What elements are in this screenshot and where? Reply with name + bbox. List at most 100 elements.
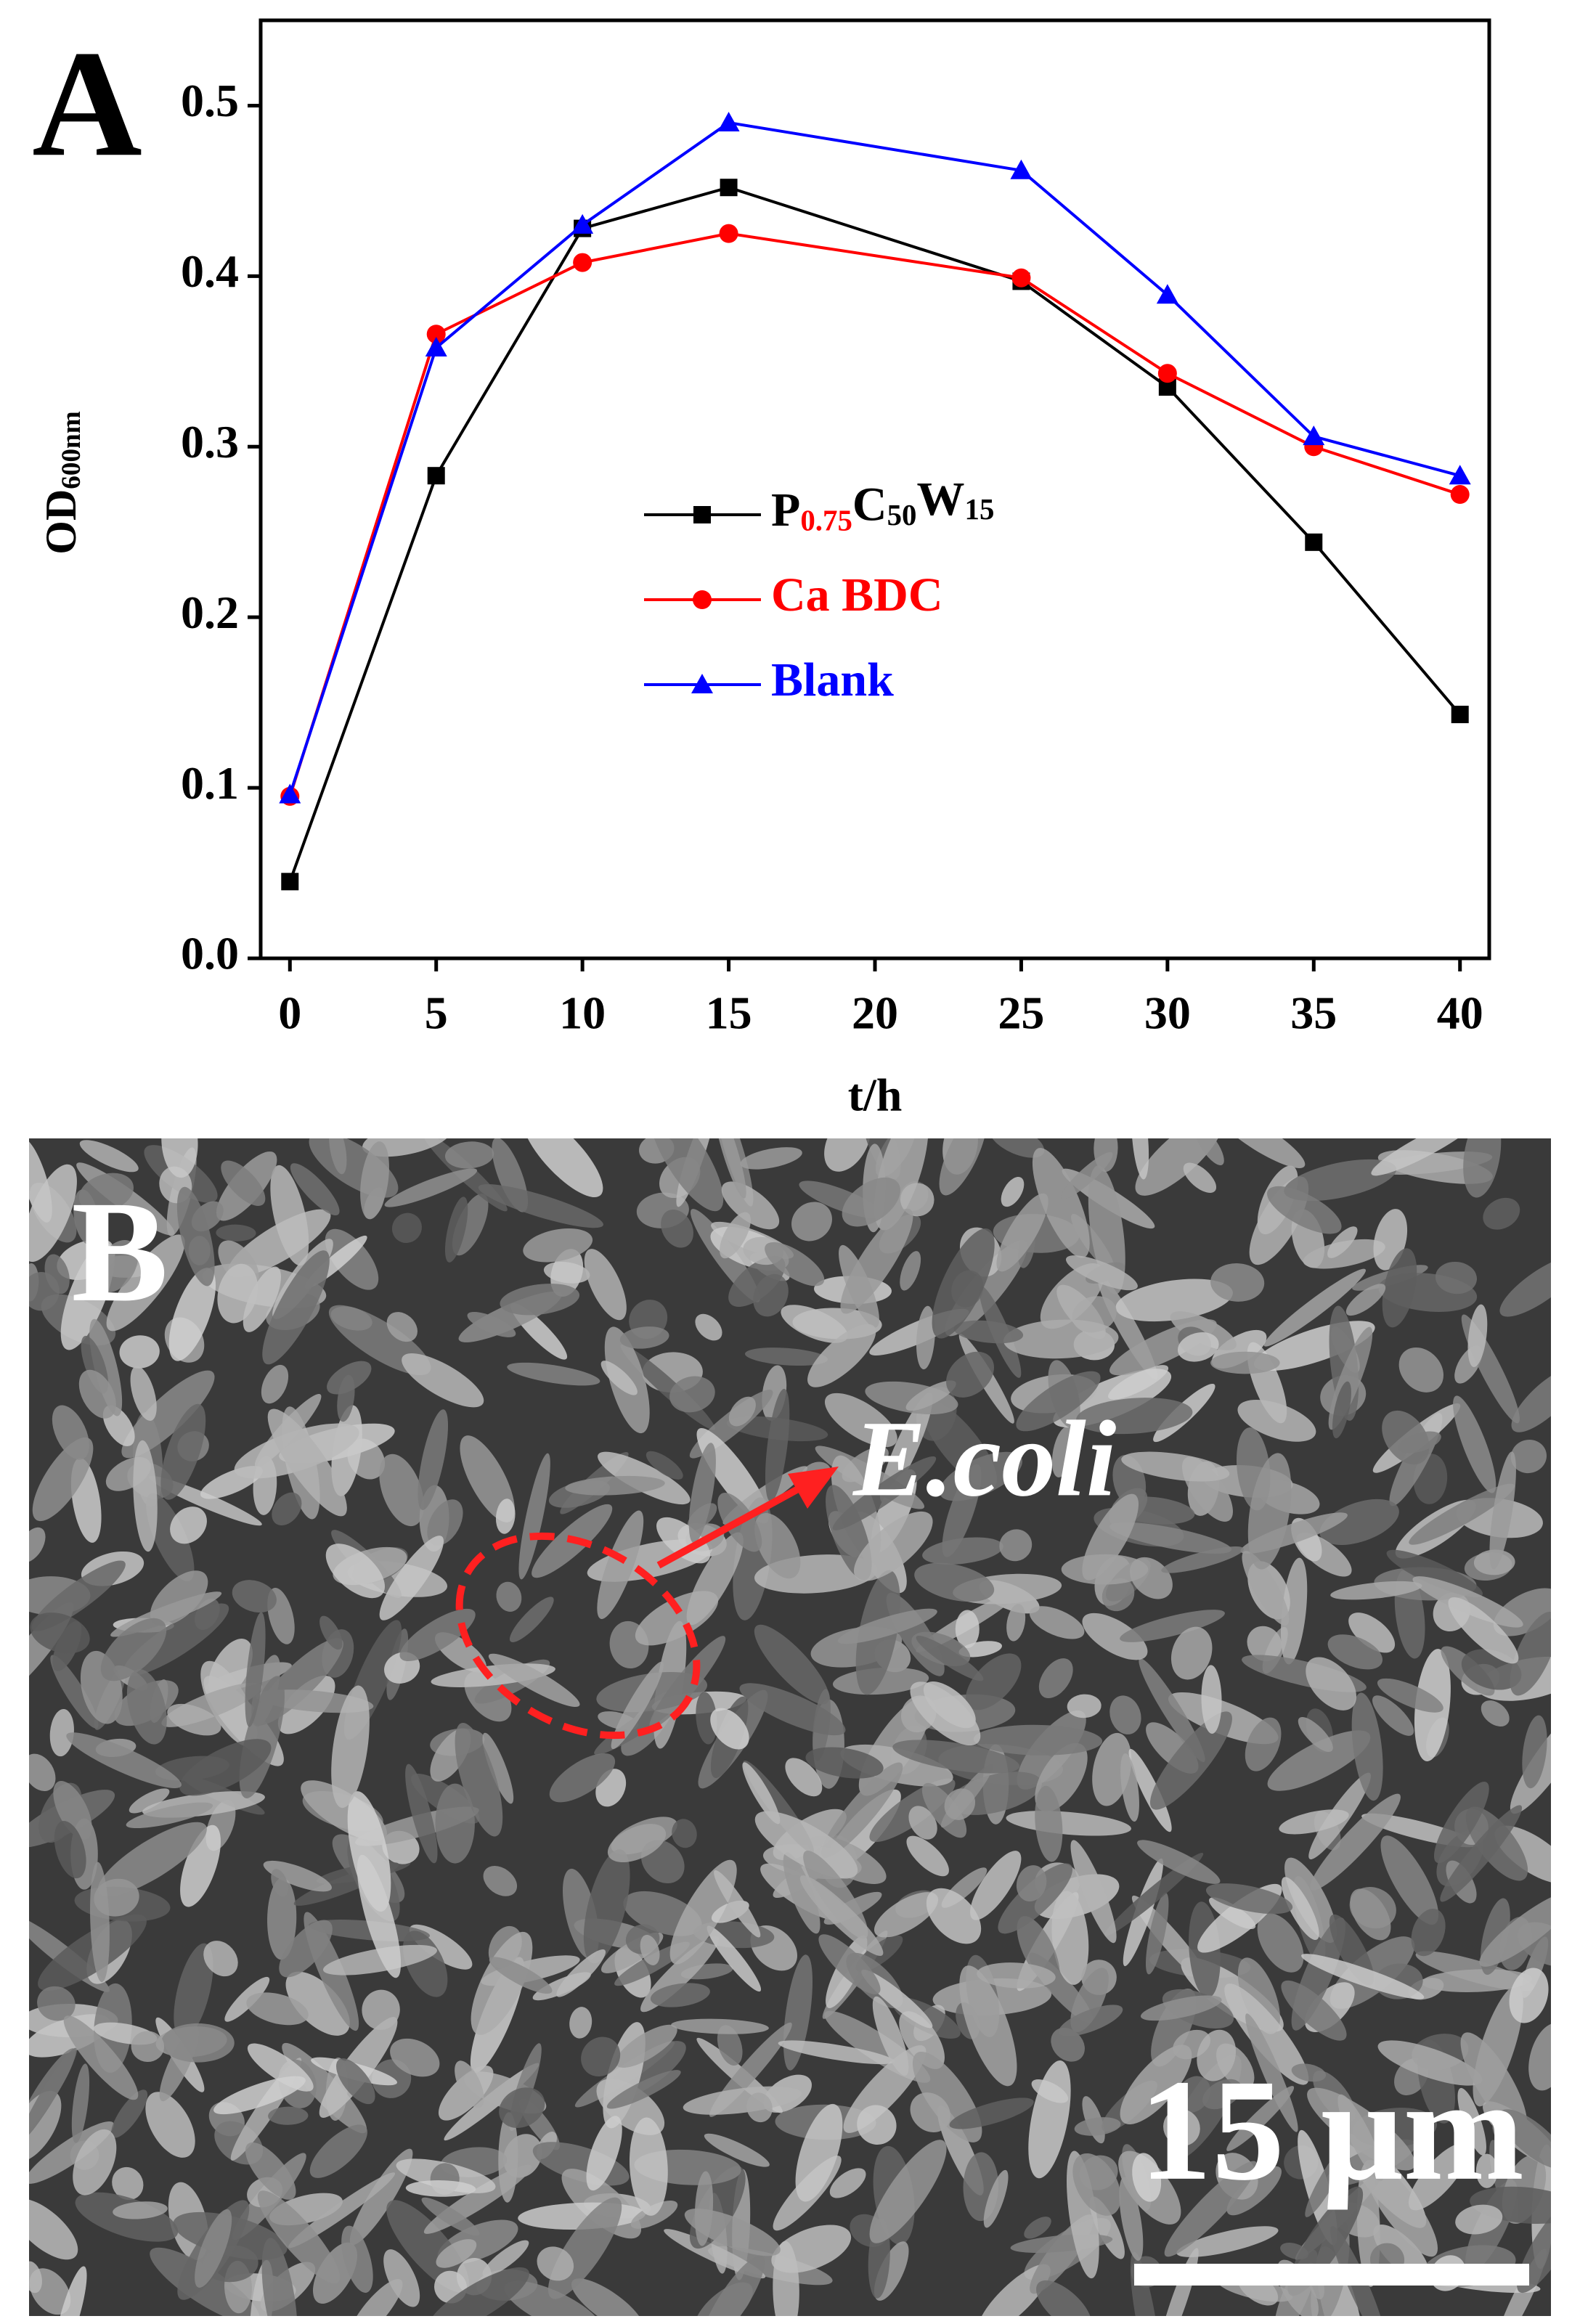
sem-texture: [1457, 2087, 1486, 2156]
sem-texture: [1433, 1781, 1489, 1864]
y-tick-label: 0.5: [181, 75, 239, 126]
sem-texture: [30, 1612, 90, 1654]
sem-texture: [953, 1320, 1024, 1344]
sem-texture: [672, 1819, 697, 1848]
sem-texture: [1263, 1268, 1367, 1347]
sem-texture: [1382, 1248, 1417, 1328]
sem-texture: [52, 1405, 89, 1460]
sem-texture: [29, 1271, 60, 1311]
sem-texture: [331, 1685, 370, 1809]
sem-texture: [879, 1393, 933, 1503]
sem-texture: [1194, 1138, 1224, 1165]
sem-texture: [455, 1722, 503, 1837]
sem-texture: [646, 1451, 683, 1480]
sem-texture: [180, 1824, 221, 1907]
sem-texture: [1348, 1612, 1396, 1653]
sem-texture: [1016, 1865, 1047, 1902]
sem-texture: [1036, 2280, 1092, 2316]
sem-texture: [1164, 2161, 1258, 2257]
sem-texture: [262, 1250, 330, 1365]
sem-texture: [656, 1517, 711, 1564]
sem-texture: [569, 2007, 592, 2039]
sem-texture: [1363, 2160, 1438, 2257]
y-tick-label: 0.0: [181, 928, 239, 979]
sem-texture: [38, 1914, 147, 1991]
sem-texture: [829, 2168, 866, 2198]
sem-texture: [1121, 1451, 1230, 1482]
sem-texture: [996, 1193, 1048, 1272]
sem-texture: [1301, 1954, 1425, 1999]
sem-texture: [1120, 1610, 1225, 1642]
sem-texture: [916, 1305, 935, 1370]
sem-texture: [285, 1971, 350, 2036]
sem-texture: [1074, 2117, 1121, 2136]
sem-texture: [467, 1311, 516, 1337]
sem-texture: [754, 1513, 801, 1579]
marker: [1011, 268, 1031, 288]
sem-texture: [1327, 1226, 1358, 1258]
sem-texture: [771, 2225, 852, 2273]
sem-texture: [246, 1992, 309, 2026]
marker: [279, 783, 301, 804]
sem-texture: [586, 2116, 622, 2191]
sem-texture: [1372, 1695, 1414, 1736]
sem-texture: [1435, 1261, 1478, 1294]
legend-label: P0.75​C50​W15​: [771, 473, 994, 537]
sem-texture: [955, 1610, 980, 1648]
sem-texture: [1058, 2005, 1123, 2036]
sem-texture: [1183, 1162, 1217, 1193]
sem-texture: [1330, 1581, 1422, 1600]
sem-texture: [322, 1944, 437, 1976]
sem-texture: [857, 2105, 897, 2145]
sem-texture: [914, 1562, 995, 1602]
sem-texture: [696, 1692, 717, 1745]
sem-texture: [754, 1811, 858, 1879]
sem-texture: [29, 2047, 77, 2142]
sem-texture: [1306, 1657, 1357, 1711]
x-tick-label: 10: [559, 987, 606, 1039]
sem-texture: [1509, 1968, 1549, 2023]
sem-texture: [765, 1242, 825, 1287]
sem-texture: [706, 1925, 762, 1992]
sem-texture: [79, 1140, 139, 1173]
sem-texture: [341, 2225, 373, 2293]
sem-texture: [1281, 1877, 1319, 1941]
sem-texture: [1475, 2153, 1498, 2188]
sem-texture: [781, 1305, 848, 1343]
sem-texture: [362, 1989, 400, 2030]
sem-texture: [1411, 1909, 1446, 1957]
sem-texture: [1210, 1263, 1265, 1302]
sem-texture: [1237, 1399, 1316, 1442]
sem-texture: [1528, 2023, 1551, 2091]
scale-bar: [1134, 2264, 1529, 2286]
sem-texture: [94, 1878, 139, 1917]
sem-texture: [739, 1683, 846, 1736]
sem-texture: [146, 1493, 195, 1581]
sem-texture: [597, 1510, 644, 1619]
sem-texture: [1247, 1453, 1292, 1570]
sem-texture: [150, 1570, 208, 1626]
sem-texture: [167, 1703, 221, 1736]
sem-texture: [518, 1453, 550, 1580]
sem-texture: [753, 1273, 789, 1317]
sem-texture: [488, 1653, 580, 1708]
sem-overlay: B E.coli 15 μm: [71, 1172, 1529, 2286]
marker: [1157, 364, 1177, 383]
sem-texture: [179, 1739, 272, 1796]
sem-texture: [1128, 1748, 1172, 1832]
sem-texture: [111, 2089, 148, 2138]
sem-texture: [765, 1388, 790, 1502]
sem-texture: [1351, 1692, 1383, 1801]
sem-texture: [126, 1802, 213, 1829]
x-tick-label: 40: [1437, 987, 1483, 1039]
sem-texture: [600, 1361, 638, 1395]
sem-texture: [129, 1788, 170, 1814]
sem-texture: [1029, 1606, 1085, 1639]
sem-texture: [232, 1580, 277, 1613]
sem-texture: [1242, 1551, 1290, 1626]
sem-texture: [216, 1224, 256, 1241]
sem-texture: [807, 1324, 876, 1387]
sem-texture: [704, 2133, 770, 2167]
x-tick-label: 5: [425, 987, 448, 1039]
sem-texture: [837, 1608, 937, 1644]
